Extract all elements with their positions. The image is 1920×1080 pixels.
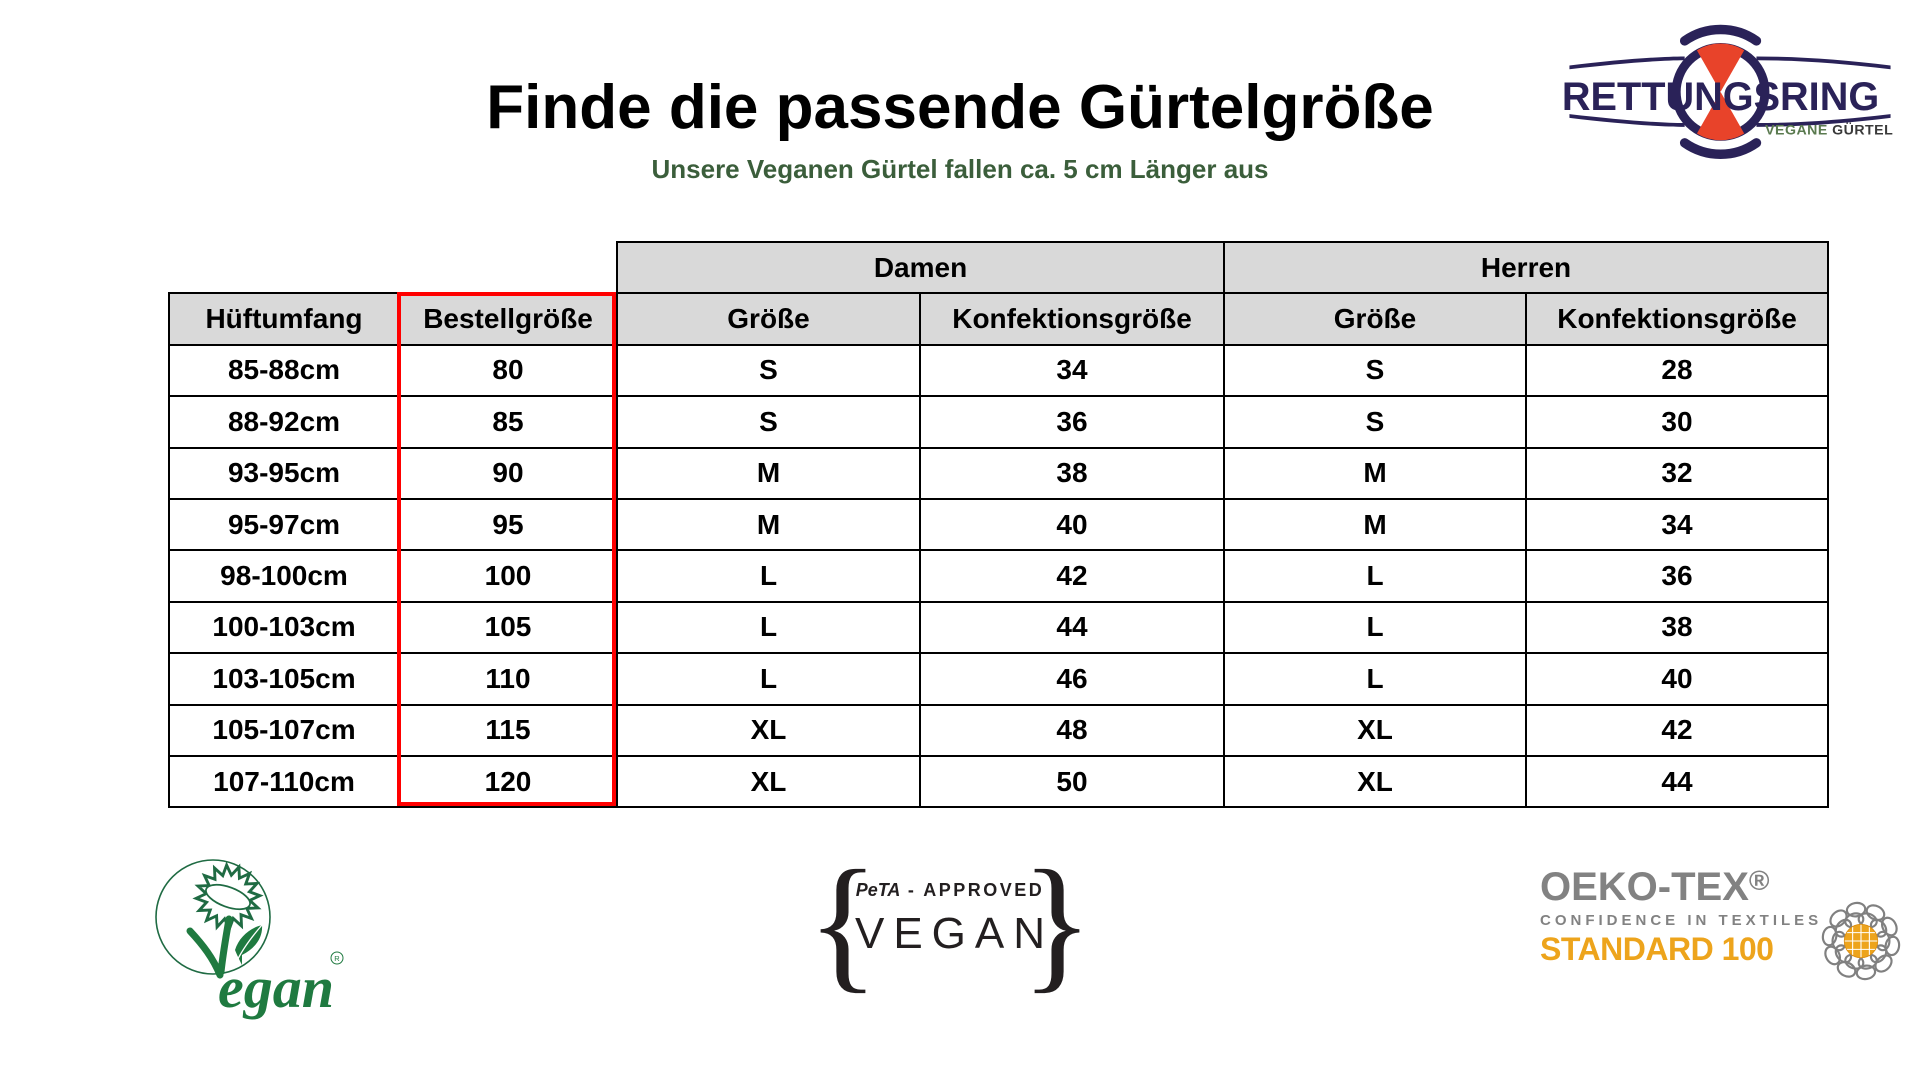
svg-text:RETTUNGSRING: RETTUNGSRING (1562, 75, 1879, 119)
svg-text:VEGANE GÜRTEL: VEGANE GÜRTEL (1765, 121, 1893, 138)
svg-text:egan: egan (218, 955, 334, 1020)
svg-text:R: R (334, 954, 340, 963)
